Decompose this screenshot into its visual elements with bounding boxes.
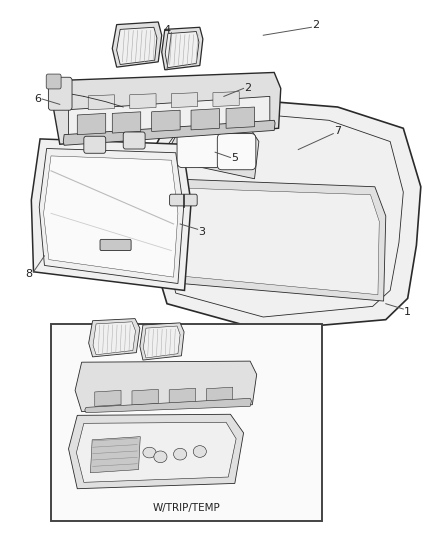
Polygon shape	[31, 139, 191, 290]
Text: 6: 6	[34, 94, 41, 104]
Ellipse shape	[153, 451, 166, 463]
Text: 2: 2	[244, 83, 251, 93]
Polygon shape	[68, 414, 243, 489]
Polygon shape	[93, 322, 135, 355]
Polygon shape	[75, 361, 256, 411]
Polygon shape	[158, 115, 403, 317]
Polygon shape	[85, 398, 251, 413]
Polygon shape	[163, 188, 378, 295]
Polygon shape	[112, 112, 141, 133]
Text: 5: 5	[231, 152, 238, 163]
Polygon shape	[43, 156, 177, 277]
Polygon shape	[161, 27, 202, 70]
Polygon shape	[206, 387, 232, 403]
Polygon shape	[212, 92, 239, 107]
FancyBboxPatch shape	[169, 194, 197, 206]
Polygon shape	[39, 149, 183, 284]
Polygon shape	[191, 109, 219, 130]
Text: W/TRIP/TEMP: W/TRIP/TEMP	[152, 503, 220, 513]
Polygon shape	[68, 96, 269, 138]
FancyBboxPatch shape	[123, 132, 145, 149]
FancyBboxPatch shape	[46, 74, 61, 89]
Text: 4: 4	[163, 25, 170, 35]
Polygon shape	[171, 93, 197, 108]
Text: 3: 3	[198, 227, 205, 237]
Ellipse shape	[193, 446, 206, 457]
Polygon shape	[145, 102, 420, 330]
Polygon shape	[77, 114, 106, 135]
Polygon shape	[226, 107, 254, 128]
FancyBboxPatch shape	[177, 127, 220, 167]
Polygon shape	[76, 422, 236, 482]
Polygon shape	[88, 319, 140, 357]
Polygon shape	[132, 389, 158, 405]
Bar	[51, 324, 321, 521]
FancyBboxPatch shape	[48, 77, 72, 110]
Polygon shape	[143, 326, 180, 358]
Polygon shape	[165, 31, 198, 68]
Text: 8: 8	[25, 270, 32, 279]
Ellipse shape	[143, 447, 155, 458]
Ellipse shape	[173, 448, 186, 460]
Polygon shape	[155, 179, 385, 301]
Polygon shape	[63, 120, 275, 146]
Polygon shape	[130, 94, 155, 109]
Polygon shape	[117, 27, 156, 64]
Polygon shape	[53, 72, 280, 144]
Text: 1: 1	[403, 306, 410, 317]
Polygon shape	[112, 22, 161, 67]
Polygon shape	[90, 437, 140, 473]
FancyBboxPatch shape	[84, 136, 106, 154]
FancyBboxPatch shape	[217, 134, 255, 169]
Polygon shape	[171, 128, 258, 179]
Polygon shape	[95, 390, 121, 406]
FancyBboxPatch shape	[100, 239, 131, 251]
Text: 7: 7	[333, 126, 340, 136]
Polygon shape	[140, 323, 184, 360]
Text: 2: 2	[311, 20, 318, 30]
Polygon shape	[151, 110, 180, 132]
Polygon shape	[169, 388, 195, 404]
Polygon shape	[88, 95, 114, 110]
